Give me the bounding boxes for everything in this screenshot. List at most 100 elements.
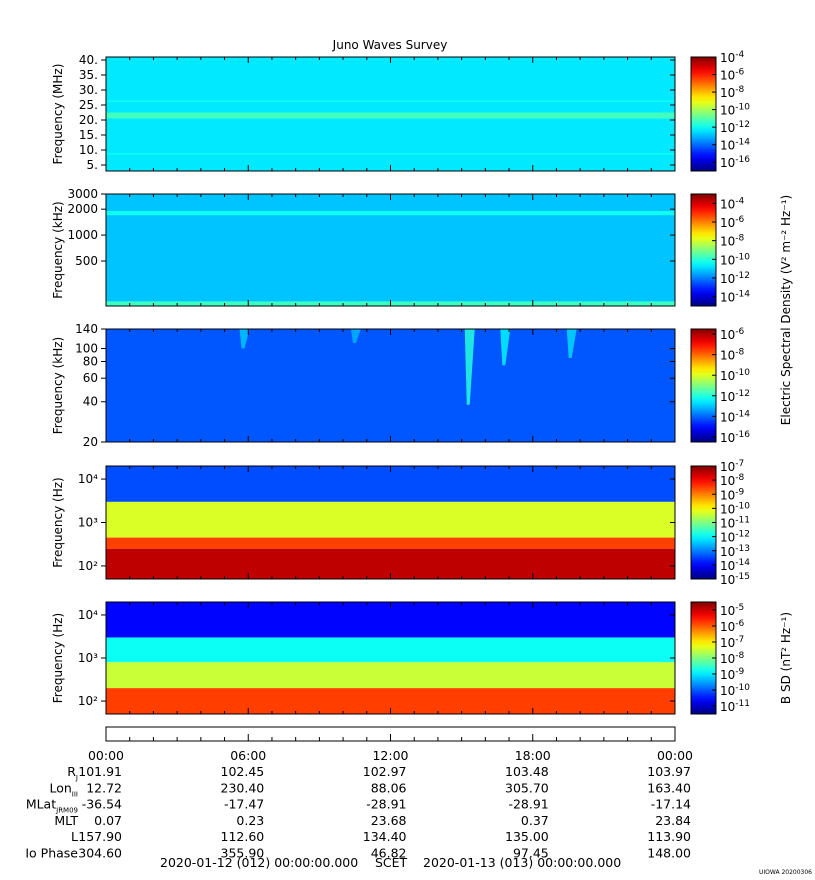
ephem-value: 112.60 [221,829,265,844]
ephem-value: 304.60 [78,846,122,861]
cbar-tick-label: 10-12 [720,120,750,135]
ephem-value: 12.72 [86,780,122,795]
ytick-label: 10² [78,694,98,708]
cbar-tick-label: 10-14 [720,138,750,153]
ytick-label: 500 [75,254,98,268]
ytick-label: 3000 [67,187,98,201]
ephem-row-label: LonIII [49,780,78,798]
ephem-value: 23.84 [655,813,691,828]
ephem-value: 134.40 [363,829,407,844]
ephem-value: 355.90 [221,846,265,861]
time-tick-label: 18:00 [515,748,551,763]
layer-2 [106,637,675,663]
cbar-tick-label: 10-14 [720,409,750,424]
burst-0 [464,329,475,405]
ephem-value: -17.14 [651,797,691,812]
b-spectral-density-label: B SD (nT² Hz⁻¹) [779,612,793,704]
burst-3 [239,329,250,349]
ephem-row-label: RJ [67,764,78,782]
ytick-label: 15. [79,128,98,142]
cbar-tick-label: 10-8 [720,348,745,363]
y-axis-label: Frequency (Hz) [51,477,65,568]
band-2 [106,100,675,102]
ytick-label: 2000 [67,202,98,216]
ephem-value: 305.70 [505,780,549,795]
ytick-label: 80 [83,354,98,368]
ephem-value: -17.47 [224,797,264,812]
footer-scet: SCET [375,855,408,870]
spectrogram-panels: 5.10.15.20.25.30.35.40. Frequency (MHz) 50… [51,53,676,715]
spectrogram-lfr-b [106,602,675,714]
cbar-tick-label: 10-12 [720,530,750,545]
cbar-tick-label: 10-6 [720,327,745,342]
ytick-label: 1000 [67,228,98,242]
ytick-label: 5. [87,158,98,172]
panel-lfr-e: 10² 10³ 10⁴ Frequency (Hz) [51,465,676,580]
colorbar-hfr-high: 10-4 10-6 10-8 10-10 10-12 10-14 10-16 [690,50,750,172]
ephem-value: 0.07 [94,813,122,828]
band-0 [106,112,675,119]
processing-stamp: UIOWA 20200306 [759,869,812,876]
ephem-value: 157.90 [78,829,122,844]
time-axis: 00:00 06:00 12:00 18:00 00:00 [88,726,693,763]
cbar-tick-label: 10-11 [720,699,750,714]
cbar-tick-label: 10-9 [720,667,745,682]
cbar-tick-label: 10-10 [720,683,750,698]
ephem-value: 101.91 [78,764,122,779]
layer-1 [106,537,675,549]
ephem-row-label: Io Phase [25,846,78,861]
cbar-tick-label: 10-6 [720,619,745,634]
cbar-tick-label: 10-14 [720,558,750,573]
background [106,329,675,442]
spectrogram-hfr-high [106,57,675,171]
time-tick-label: 06:00 [230,748,266,763]
cbar-tick-label: 10-7 [720,459,744,474]
layer-2 [106,501,675,538]
band-0 [106,211,675,216]
panel-lfr-b: 10² 10³ 10⁴ Frequency (Hz) [51,601,676,715]
cbar-tick-label: 10-10 [720,252,750,267]
ytick-label: 20 [83,435,98,449]
time-tick-label: 12:00 [372,748,408,763]
cbar-tick-label: 10-16 [720,155,750,170]
colorbars: 10-4 10-6 10-8 10-10 10-12 10-14 10-16 10-4 10-6… [690,50,793,715]
burst-2 [566,329,577,358]
ytick-label: 40 [83,395,98,409]
cbar-tick-label: 10-12 [720,389,750,404]
y-axis-label: Frequency (kHz) [51,337,65,434]
ephem-value: 113.90 [647,829,691,844]
e-spectral-density-label: Electric Spectral Density (V² m⁻² Hz⁻¹) [779,195,793,425]
ephem-row-label: MLatJRM09 [26,797,78,815]
burst-4 [350,329,361,344]
y-axis-label: Frequency (kHz) [51,201,65,298]
ephem-value: 163.40 [647,780,691,795]
ephem-value: -28.91 [366,797,406,812]
spectrogram-hfr-low [106,194,675,306]
cbar-tick-label: 10-11 [720,516,750,531]
cbar-tick-label: 10-6 [720,68,745,83]
ytick-label: 140 [75,322,98,336]
cbar-tick-label: 10-16 [720,430,750,445]
ephem-value: -36.54 [82,797,122,812]
cbar-tick-label: 10-13 [720,544,750,559]
ephem-value: 97.45 [513,846,549,861]
burst-1 [500,329,511,366]
ephem-value: -28.91 [508,797,548,812]
colorbar-hfr-low: 10-4 10-6 10-8 10-10 10-12 10-14 [690,193,750,307]
ytick-label: 10⁴ [78,608,98,622]
ephem-value: 102.45 [221,764,265,779]
cbar-tick-label: 10-5 [720,603,744,618]
cbar-tick-label: 10-8 [720,473,745,488]
cbar-tick-label: 10-10 [720,501,750,516]
cbar-tick-label: 10-8 [720,85,745,100]
ephem-value: 88.06 [371,780,407,795]
ytick-label: 10² [78,559,98,573]
ytick-label: 35. [79,68,98,82]
panel-hfr-high: 5.10.15.20.25.30.35.40. Frequency (MHz) [51,53,676,172]
footer-end: 2020-01-13 (013) 00:00:00.000 [423,855,621,870]
cbar-tick-label: 10-8 [720,651,745,666]
ytick-label: 10³ [78,516,98,530]
